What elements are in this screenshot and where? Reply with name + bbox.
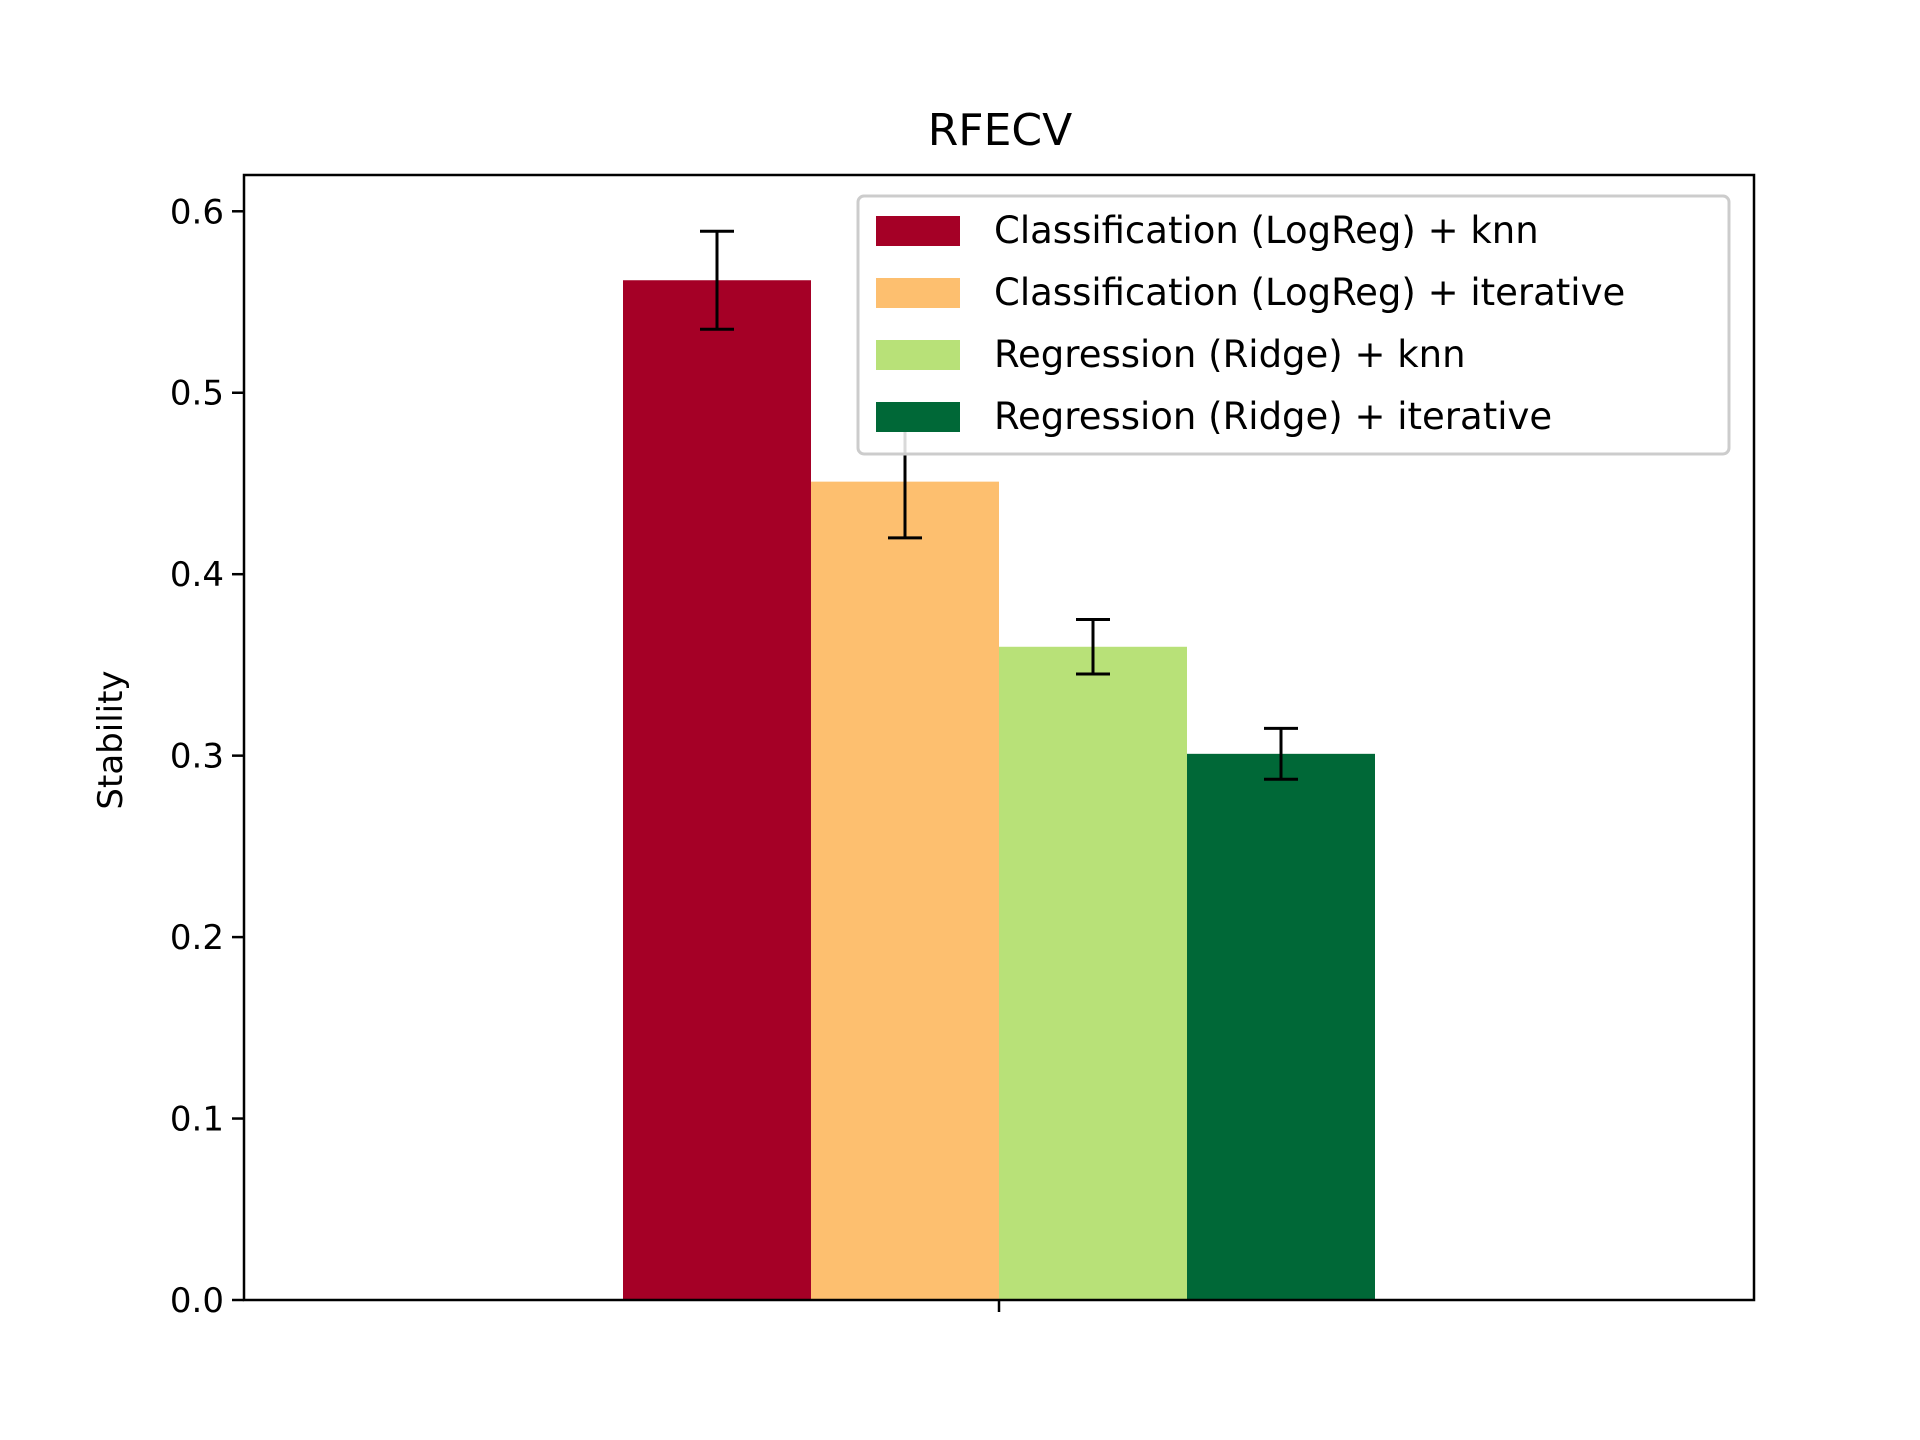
legend-label: Regression (Ridge) + knn: [994, 333, 1466, 376]
legend-swatch: [876, 402, 960, 432]
legend-swatch: [876, 278, 960, 308]
chart-title: RFECV: [928, 105, 1073, 156]
y-tick-label: 0.3: [170, 737, 224, 777]
y-tick-label: 0.1: [170, 1100, 224, 1140]
y-axis-label: Stability: [91, 670, 131, 809]
y-tick-label: 0.4: [170, 555, 224, 595]
bar: [623, 280, 811, 1300]
y-tick-label: 0.0: [170, 1281, 224, 1321]
plot-frame: [242, 173, 1756, 1302]
y-tick-label: 0.2: [170, 918, 224, 958]
legend-label: Regression (Ridge) + iterative: [994, 395, 1552, 438]
bar: [999, 646, 1187, 1300]
legend-box: [856, 194, 1731, 456]
legend-label: Classification (LogReg) + iterative: [994, 271, 1625, 314]
y-tick-label: 0.6: [170, 192, 224, 232]
y-axis: 0.0 0.1 0.2 0.3 0.4 0.5 0.6: [170, 192, 244, 1321]
bar: [811, 481, 999, 1301]
legend-label: Classification (LogReg) + knn: [994, 209, 1539, 252]
legend: Classification (LogReg) + knn Classificat…: [856, 194, 1731, 456]
legend-swatch: [876, 340, 960, 370]
legend-swatch: [876, 216, 960, 246]
y-tick-label: 0.5: [170, 374, 224, 414]
bars-layer: [623, 280, 1375, 1301]
bar: [1187, 753, 1375, 1300]
